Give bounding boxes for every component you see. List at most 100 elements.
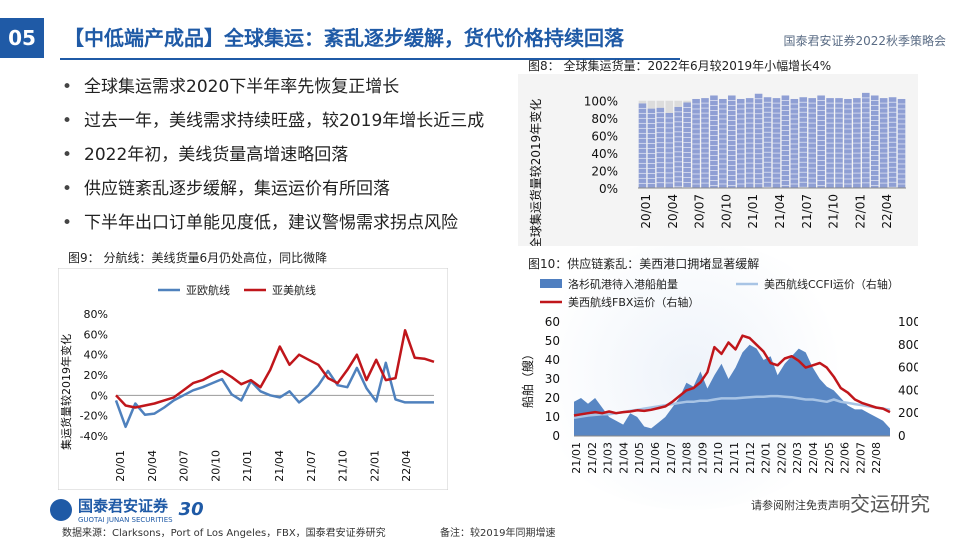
fig10-chart: 船舶（艘） 010203040506002004006008001000洛杉矶港…	[520, 277, 918, 474]
fig10-xtick-label: 21/04	[617, 442, 630, 474]
fig10-xtick-label: 22/07	[854, 442, 867, 474]
fig8-bar	[692, 98, 700, 188]
fig8-ylabel: 全球集运货量较2019年变化	[528, 99, 543, 246]
fig10-legend-label: 美西航线CCFI运价（右轴）	[764, 277, 899, 291]
fig10-legend-label: 洛杉矶港待入港船舶量	[568, 277, 678, 291]
logo-emblem-icon	[50, 498, 72, 521]
fig8-xtick-label: 22/01	[853, 194, 867, 229]
fig8-xtick-label: 20/10	[719, 194, 733, 229]
fig10-xtick-label: 21/02	[586, 442, 599, 474]
fig8-bar	[665, 112, 674, 188]
fig10-ytick-right: 600	[898, 361, 918, 375]
fig8-bar	[736, 98, 745, 188]
fig8-bar-gap	[647, 100, 656, 109]
fig10-xtick-label: 21/01	[570, 442, 583, 474]
fig10-xtick-label: 22/06	[839, 442, 852, 474]
fig10-xtick-label: 21/05	[633, 442, 646, 474]
fig10-xtick-label: 21/07	[665, 442, 678, 474]
fig8-bar	[754, 93, 763, 188]
fig10-ytick-left: 0	[552, 429, 560, 443]
fig9-legend-label: 亚欧航线	[186, 283, 230, 297]
fig8-xtick-label: 20/01	[639, 194, 653, 229]
fig8-title: 图8： 全球集运货量：2022年6月较2019年小幅增长4%	[528, 59, 832, 73]
fig8-chart: 全球集运货量较2019年变化 0% 20% 40% 60% 80% 100% 20/01 20…	[518, 74, 918, 246]
fig10-xtick-label: 22/05	[823, 442, 836, 474]
bullet-list: 全球集运需求2020下半年率先恢复正增长 过去一年，美线需求持续旺盛，较2019…	[62, 70, 522, 240]
fig10-xtick-label: 21/08	[681, 442, 694, 474]
fig9-ytick-label: -20%	[80, 410, 108, 423]
logo-english-name: GUOTAI JUNAN SECURITIES	[78, 516, 173, 524]
section-number-badge: 05	[0, 18, 44, 58]
fig9-ytick-label: -40%	[80, 430, 108, 443]
fig8-bar	[897, 98, 906, 188]
bullet-item: 下半年出口订单能见度低，建议警惕需求拐点风险	[62, 206, 522, 240]
fig8-bar	[683, 102, 691, 188]
fig10-xtick-label: 22/04	[807, 442, 820, 474]
fig10-ytick-left: 10	[545, 410, 560, 424]
fig10-xtick-label: 21/11	[728, 442, 741, 474]
fig9-xtick-label: 22/01	[368, 450, 381, 482]
fig9-series-line	[115, 329, 435, 409]
fig8-xtick-label: 21/01	[746, 194, 760, 229]
fig8-xtick-label: 20/07	[693, 194, 707, 229]
fig8-ytick-label: 80%	[591, 112, 618, 126]
fig8-ytick-label: 60%	[591, 130, 618, 144]
fig10-ylabel: 船舶（艘）	[520, 348, 535, 408]
fig8-bar	[728, 95, 736, 188]
fig9-ytick-label: 0%	[91, 389, 108, 402]
fig8-xtick-label: 22/04	[880, 194, 894, 229]
fig9-xtick-label: 21/10	[337, 450, 350, 482]
fig8-bar	[674, 106, 682, 188]
fig8-bar	[710, 95, 718, 188]
fig10-ytick-left: 50	[545, 334, 560, 348]
fig9-ytick-label: 40%	[84, 349, 108, 362]
page-title: 【中低端产成品】全球集运：紊乱逐步缓解，货代价格持续回落	[64, 26, 624, 50]
fig8-ytick-label: 0%	[599, 182, 618, 196]
fig10-area-series	[574, 344, 890, 436]
fig8-bar	[719, 98, 727, 188]
fig9-legend-label: 亚美航线	[272, 283, 316, 297]
bullet-item: 过去一年，美线需求持续旺盛，较2019年增长近三成	[62, 104, 522, 138]
anniversary-30-mark: 30	[178, 499, 204, 520]
fig10-xtick-label: 22/02	[775, 442, 788, 474]
fig9-xtick-label: 21/04	[273, 450, 286, 482]
fig10-xtick-label: 22/01	[760, 442, 773, 474]
fig10-xtick-label: 21/03	[602, 442, 615, 474]
fig8-xtick-label: 20/04	[666, 194, 680, 229]
bullet-item: 全球集运需求2020下半年率先恢复正增长	[62, 70, 522, 104]
event-name: 国泰君安证券2022秋季策略会	[783, 34, 946, 48]
fig8-xtick-label: 21/10	[827, 194, 841, 229]
fig8-bar	[781, 95, 790, 188]
fig10-xtick-label: 21/09	[696, 442, 709, 474]
fig10-xtick-label: 22/08	[870, 442, 883, 474]
fig9-xtick-label: 20/04	[146, 450, 159, 482]
fig8-bar-gap	[656, 100, 665, 108]
fig10-ytick-left: 20	[545, 391, 560, 405]
fig9-ytick-label: 80%	[84, 308, 108, 321]
title-underline	[60, 58, 680, 60]
fig8-ytick-label: 100%	[584, 95, 618, 109]
fig9-ytick-label: 20%	[84, 369, 108, 382]
fig10-legend-label: 美西航线FBX运价（右轴）	[568, 295, 699, 309]
fig8-xtick-label: 21/04	[773, 194, 787, 229]
fig8-bar-gap	[674, 100, 682, 107]
fig9-ylabel: 集运货量较2019年变化	[59, 334, 73, 450]
bullet-item: 供应链紊乱逐步缓解，集运运价有所回落	[62, 172, 522, 206]
fig10-ytick-left: 30	[545, 372, 560, 386]
fig8-bar	[844, 98, 852, 188]
fig10-ytick-right: 1000	[898, 315, 918, 329]
fig10-xtick-label: 21/06	[649, 442, 662, 474]
fig10-ytick-right: 200	[898, 406, 918, 420]
fig10-ytick-left: 40	[545, 353, 560, 367]
fig8-bar	[862, 92, 870, 188]
fig8-xtick-label: 21/07	[800, 194, 814, 229]
fig8-bar-gap	[683, 100, 691, 103]
fig9-xtick-label: 21/07	[305, 450, 318, 482]
fig9-title: 图9： 分航线：美线货量6月仍处高位，同比微降	[68, 251, 328, 265]
fig10-ytick-right: 400	[898, 383, 918, 397]
fig8-ytick-label: 40%	[591, 147, 618, 161]
fig10-legend-swatch	[540, 279, 562, 288]
fig8-bar	[790, 98, 799, 188]
fig9-ytick-label: 60%	[84, 328, 108, 341]
fig9-chart: 集运货量较2019年变化 -40% -20% 0% 20% 40% 60% 80% 亚欧航线 亚…	[58, 268, 448, 490]
